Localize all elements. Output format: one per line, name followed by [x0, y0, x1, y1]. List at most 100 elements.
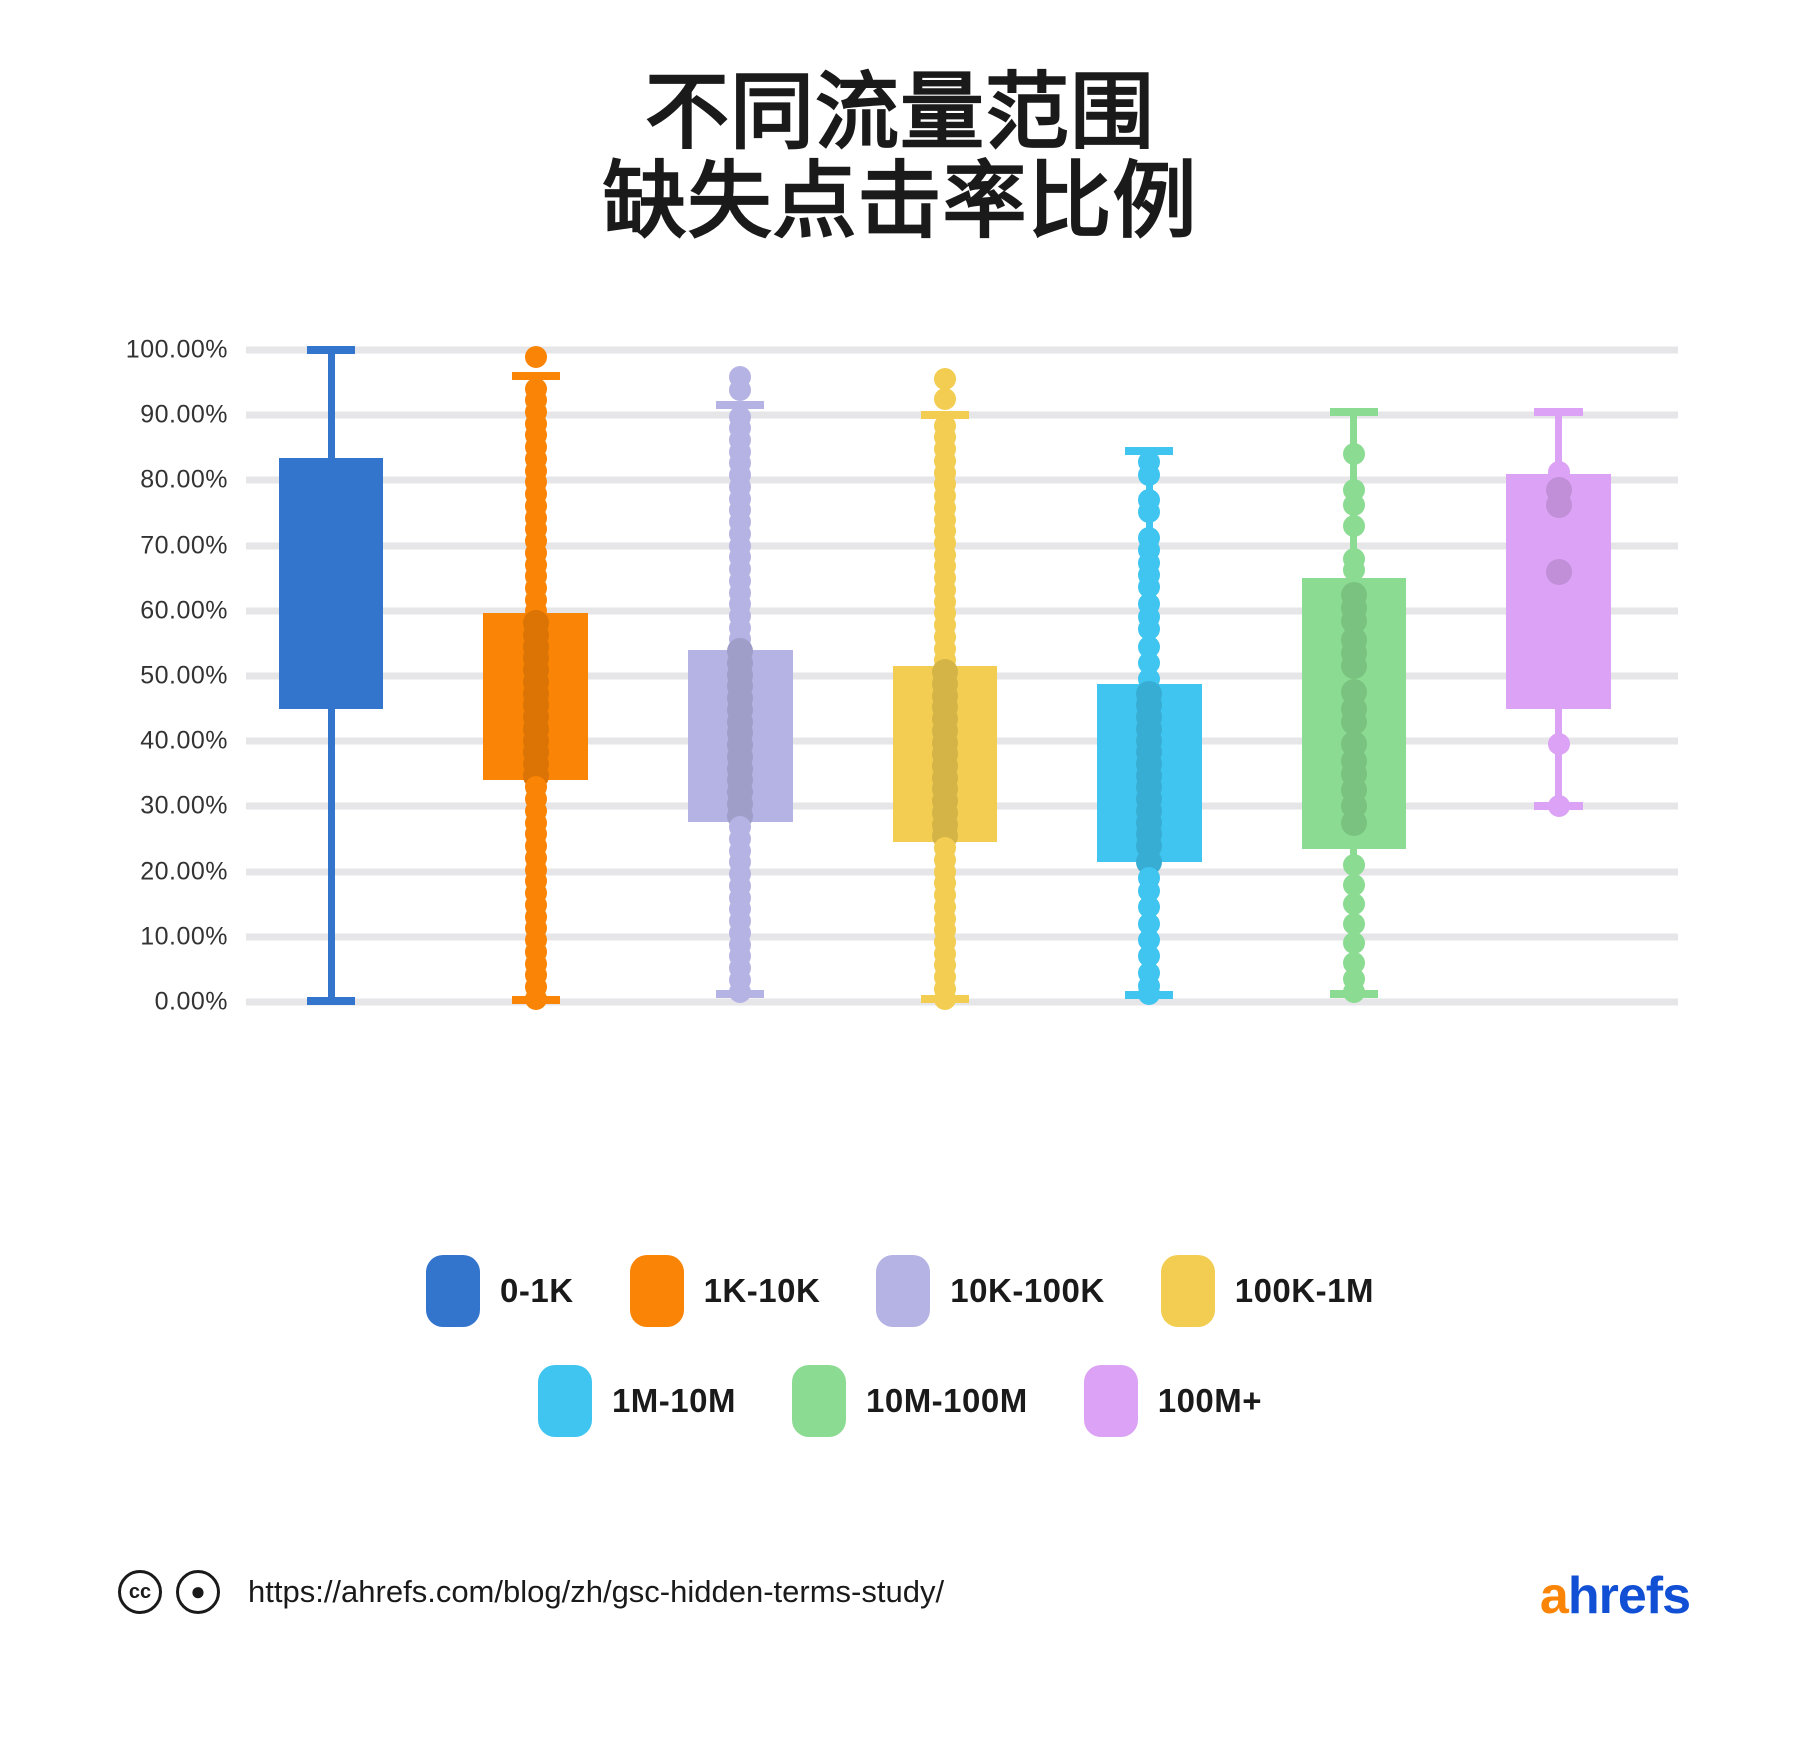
data-point-dot [1342, 873, 1365, 896]
page-title: 不同流量范围 缺失点击率比例 [0, 65, 1800, 249]
lower-whisker [1555, 708, 1563, 807]
y-axis-tick-label: 10.00% [140, 922, 228, 951]
data-point-dot [1138, 463, 1161, 486]
legend-color-swatch [629, 1255, 684, 1327]
title-line-2: 缺失点击率比例 [602, 154, 1198, 249]
box-plot-group[interactable] [1097, 330, 1202, 1022]
upper-whisker [327, 350, 335, 458]
legend-item[interactable]: 10K-100K [876, 1255, 1104, 1327]
gridline [246, 868, 1678, 876]
legend-label: 1K-10K [703, 1272, 821, 1309]
legend-item[interactable]: 0-1K [426, 1255, 574, 1327]
gridline [246, 933, 1678, 941]
data-point-dot [933, 368, 956, 391]
data-point-dot [1138, 983, 1161, 1006]
source-url[interactable]: https://ahrefs.com/blog/zh/gsc-hidden-te… [248, 1574, 945, 1609]
gridline [246, 346, 1678, 354]
box-series-layer [246, 330, 1678, 1022]
data-point-dot [933, 987, 956, 1010]
data-point-dot [1547, 795, 1570, 818]
y-axis-tick-label: 70.00% [140, 531, 228, 560]
data-point-dot [1342, 932, 1365, 955]
y-axis-tick-label: 90.00% [140, 400, 228, 429]
box-plot-group[interactable] [483, 330, 588, 1022]
legend: 0-1K 1K-10K 10K-100K 100K-1M 1M-10M 10M-100M… [0, 1255, 1800, 1475]
legend-item[interactable]: 100K-1M [1160, 1255, 1374, 1327]
data-point-dot [1340, 708, 1367, 735]
legend-label: 0-1K [500, 1272, 574, 1309]
y-axis-tick-label: 100.00% [125, 335, 228, 364]
data-point-dot [1545, 559, 1572, 586]
y-axis-tick-label: 30.00% [140, 791, 228, 820]
data-point-dot [524, 345, 547, 368]
creative-commons-icon: cc [118, 1570, 162, 1614]
legend-item[interactable]: 1M-10M [537, 1365, 736, 1437]
legend-color-swatch [1160, 1255, 1215, 1327]
data-point-dot [1342, 893, 1365, 916]
upper-whisker-cap [1534, 407, 1583, 416]
y-axis: 100.00% 90.00% 80.00% 70.00% 60.00% 50.00% 40.… [118, 330, 228, 1050]
legend-item[interactable]: 1K-10K [629, 1255, 821, 1327]
legend-color-swatch [791, 1365, 846, 1437]
legend-row-2: 1M-10M 10M-100M 100M+ [0, 1365, 1800, 1437]
data-point-dot [1342, 912, 1365, 935]
legend-row-1: 0-1K 1K-10K 10K-100K 100K-1M [0, 1255, 1800, 1327]
data-point-dot [1342, 558, 1365, 581]
y-axis-tick-label: 0.00% [154, 987, 228, 1016]
legend-label: 10K-100K [950, 1272, 1105, 1309]
data-point-dot [933, 387, 956, 410]
legend-color-swatch [1083, 1365, 1138, 1437]
data-point-dot [1547, 733, 1570, 756]
upper-whisker-cap [307, 346, 356, 354]
y-axis-tick-label: 80.00% [140, 465, 228, 494]
data-point-dot [1342, 515, 1365, 538]
data-point-dot [1138, 618, 1161, 641]
upper-whisker-cap [511, 372, 560, 381]
legend-label: 100K-1M [1234, 1272, 1374, 1309]
legend-label: 100M+ [1157, 1382, 1263, 1419]
data-point-dot [1138, 501, 1161, 524]
legend-item[interactable]: 100M+ [1083, 1365, 1263, 1437]
gridline [246, 542, 1678, 550]
logo-text-hrefs: hrefs [1567, 1567, 1691, 1625]
box-plot-group[interactable] [1301, 330, 1407, 1022]
legend-color-swatch [537, 1365, 592, 1437]
data-point-dot [1138, 576, 1161, 599]
legend-color-swatch [876, 1255, 931, 1327]
data-point-dot [1545, 492, 1572, 519]
logo-letter-a: a [1539, 1567, 1569, 1625]
y-axis-tick-label: 50.00% [140, 661, 228, 690]
lower-whisker [327, 709, 335, 1001]
legend-label: 1M-10M [611, 1382, 736, 1419]
legend-item[interactable]: 10M-100M [791, 1365, 1028, 1437]
upper-whisker-cap [1329, 407, 1378, 416]
box-plot-group[interactable] [1506, 330, 1611, 1022]
data-point-dot [1342, 854, 1365, 877]
gridline [246, 607, 1678, 615]
data-point-dot [1342, 493, 1365, 516]
upper-whisker-cap [1125, 447, 1174, 456]
gridline [246, 476, 1678, 484]
y-axis-tick-label: 20.00% [140, 857, 228, 886]
y-axis-tick-label: 60.00% [140, 596, 228, 625]
data-point-dot [729, 379, 752, 402]
box-plot-group[interactable] [687, 330, 793, 1022]
cc-by-person-icon: ● [176, 1570, 220, 1614]
data-point-dot [1342, 981, 1365, 1004]
ahrefs-logo[interactable]: ahrefs [1539, 1566, 1691, 1626]
y-axis-tick-label: 40.00% [140, 726, 228, 755]
legend-label: 10M-100M [865, 1382, 1028, 1419]
upper-whisker [1555, 411, 1563, 474]
title-line-1: 不同流量范围 [644, 65, 1155, 159]
box-plot-group[interactable] [278, 330, 384, 1022]
box-plot-group[interactable] [892, 330, 998, 1022]
box-plot-chart: 100.00% 90.00% 80.00% 70.00% 60.00% 50.00% 40.… [118, 330, 1678, 1050]
footer-attribution: cc ● https://ahrefs.com/blog/zh/gsc-hidd… [118, 1570, 944, 1614]
upper-whisker-cap [716, 401, 765, 410]
box-iqr-rect[interactable] [278, 457, 384, 710]
data-point-dot [524, 987, 547, 1010]
legend-color-swatch [426, 1255, 481, 1327]
data-point-dot [1342, 443, 1365, 466]
data-point-dot [1340, 653, 1367, 680]
lower-whisker-cap [307, 996, 356, 1005]
